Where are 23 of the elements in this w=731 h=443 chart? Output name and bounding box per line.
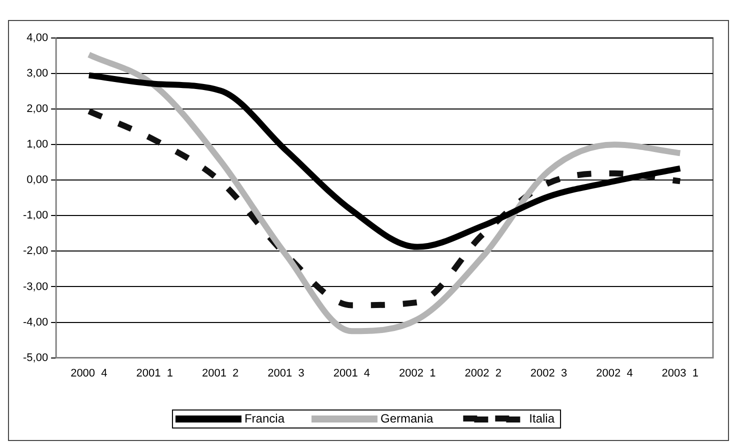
legend-label: Germania: [380, 411, 434, 426]
y-tick-label: -3,00: [22, 280, 48, 293]
legend-label: Italia: [529, 411, 555, 426]
x-tick-label: 2001 3: [268, 367, 304, 380]
y-tick-label: 0,00: [26, 174, 48, 186]
legend-label: Francia: [244, 411, 285, 426]
y-tick-label: -5,00: [22, 352, 48, 364]
x-tick-label: 2003 1: [662, 367, 699, 380]
x-tick-label: 2001 1: [136, 367, 173, 380]
x-tick-label: 2001 4: [333, 367, 370, 380]
y-tick-label: 2,00: [26, 103, 48, 116]
y-tick-label: 1,00: [26, 138, 48, 151]
x-tick-label: 2002 3: [530, 367, 568, 380]
y-tick-label: 3,00: [26, 68, 48, 80]
x-tick-label: 2001 2: [202, 367, 239, 380]
x-tick-label: 2002 1: [399, 367, 436, 380]
y-tick-label: -2,00: [22, 245, 48, 258]
y-tick-label: 4,00: [26, 32, 48, 44]
x-tick-label: 2002 4: [596, 367, 633, 380]
y-tick-label: -4,00: [22, 316, 48, 328]
x-tick-label: 2000 4: [70, 367, 108, 380]
y-tick-label: -1,00: [22, 210, 48, 222]
x-tick-label: 2002 2: [464, 367, 502, 380]
